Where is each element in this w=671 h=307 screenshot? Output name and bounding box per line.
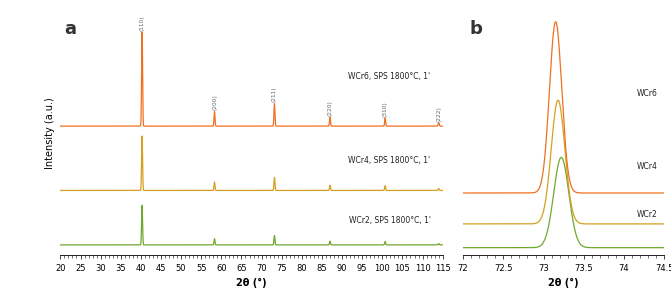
- X-axis label: 2θ (°): 2θ (°): [236, 278, 267, 289]
- Y-axis label: Intensity (a.u.): Intensity (a.u.): [45, 98, 55, 169]
- Text: a: a: [64, 20, 76, 37]
- Text: (220): (220): [327, 100, 333, 116]
- Text: (222): (222): [436, 106, 441, 122]
- Text: b: b: [469, 20, 482, 37]
- Text: (310): (310): [382, 101, 388, 117]
- Text: WCr4, SPS 1800°C, 1': WCr4, SPS 1800°C, 1': [348, 156, 431, 165]
- Text: (110): (110): [140, 15, 144, 31]
- Text: WCr2, SPS 1800°C, 1': WCr2, SPS 1800°C, 1': [349, 216, 431, 225]
- Text: WCr6: WCr6: [637, 89, 658, 98]
- Text: WCr4: WCr4: [637, 162, 658, 171]
- Text: WCr6, SPS 1800°C, 1': WCr6, SPS 1800°C, 1': [348, 72, 431, 81]
- Text: (200): (200): [212, 95, 217, 110]
- Text: (211): (211): [272, 87, 277, 102]
- Text: WCr2: WCr2: [637, 210, 658, 219]
- X-axis label: 2θ (°): 2θ (°): [548, 278, 579, 289]
